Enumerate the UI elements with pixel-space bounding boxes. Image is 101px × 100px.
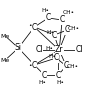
Text: C: C bbox=[64, 62, 69, 70]
Text: •: • bbox=[29, 24, 32, 28]
Text: Cl: Cl bbox=[75, 46, 83, 54]
Text: CH•: CH• bbox=[63, 10, 75, 16]
Text: C: C bbox=[65, 26, 70, 34]
Text: C: C bbox=[52, 30, 57, 40]
Text: C: C bbox=[32, 60, 37, 70]
Text: C: C bbox=[56, 70, 61, 80]
Text: Me: Me bbox=[1, 34, 10, 38]
Text: CH•: CH• bbox=[68, 26, 80, 32]
Text: H•: H• bbox=[41, 8, 49, 12]
Text: H•: H• bbox=[38, 80, 46, 86]
Text: C: C bbox=[54, 54, 59, 62]
Text: CH•: CH• bbox=[67, 64, 79, 70]
Text: Si: Si bbox=[15, 44, 22, 52]
Text: C: C bbox=[42, 70, 47, 80]
Text: H•: H• bbox=[45, 46, 53, 52]
Text: H•: H• bbox=[46, 30, 54, 34]
Text: •: • bbox=[29, 64, 32, 68]
Text: C: C bbox=[46, 14, 51, 22]
Text: H•: H• bbox=[56, 80, 64, 86]
Text: Cl: Cl bbox=[36, 46, 43, 54]
Text: C: C bbox=[60, 16, 65, 24]
Text: H•: H• bbox=[48, 54, 56, 58]
Text: Zr: Zr bbox=[55, 46, 63, 54]
Text: C: C bbox=[32, 22, 37, 32]
Text: Me: Me bbox=[1, 57, 10, 62]
